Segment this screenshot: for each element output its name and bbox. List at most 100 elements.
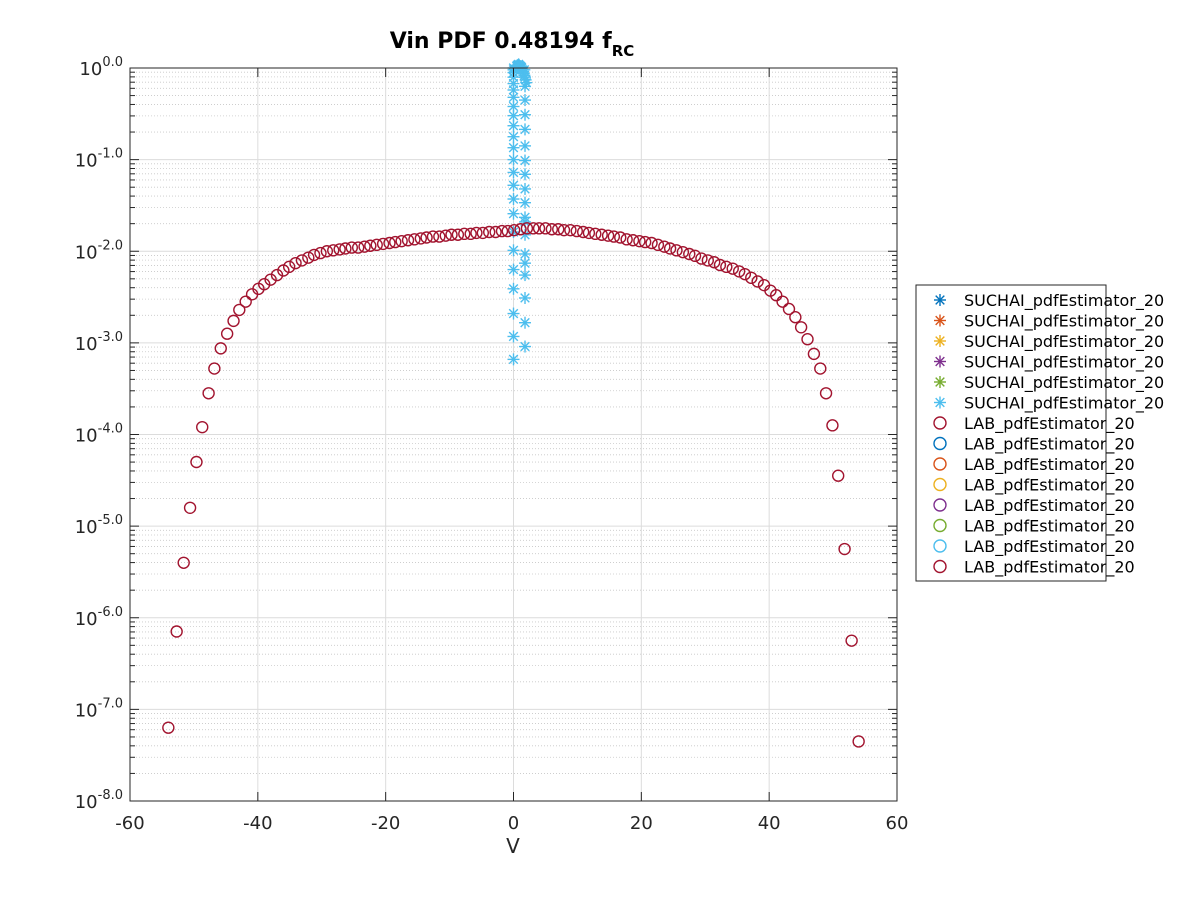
data-point-circle [514, 223, 527, 236]
legend-marker-star [934, 335, 946, 347]
data-point-circle [576, 225, 590, 239]
data-point-star [507, 179, 520, 192]
data-point-circle [177, 556, 190, 569]
data-point-circle [439, 229, 452, 242]
y-tick-base: 10 [75, 426, 98, 447]
x-tick-label: 60 [886, 813, 909, 834]
y-tick-exponent: -6.0 [98, 605, 123, 620]
data-point-circle [239, 295, 252, 308]
data-point-circle [794, 321, 808, 334]
data-point-circle [707, 256, 721, 269]
chart-title-subscript: RC [612, 42, 635, 60]
data-point-circle [589, 227, 602, 241]
legend-label: SUCHAI_pdfEstimator_20 [964, 291, 1164, 311]
data-point-circle [670, 244, 683, 257]
data-point-circle [389, 235, 402, 249]
legend-label: SUCHAI_pdfEstimator_20 [964, 394, 1164, 414]
data-point-star [519, 196, 532, 209]
y-tick-base: 10 [75, 151, 98, 172]
data-point-circle [683, 247, 696, 261]
y-tick-exponent: -4.0 [98, 422, 123, 437]
data-point-circle [663, 242, 677, 255]
data-point-circle [302, 251, 315, 264]
data-point-circle [345, 241, 358, 254]
legend-entry: SUCHAI_pdfEstimator_20 [934, 353, 1164, 373]
data-point-circle [464, 227, 477, 241]
data-point-circle [720, 260, 733, 274]
legend-marker-circle [933, 457, 947, 471]
y-tick-label: 10-2.0 [75, 238, 123, 263]
legend-label: LAB_pdfEstimator_20 [964, 496, 1135, 516]
y-tick-exponent: -7.0 [98, 696, 123, 711]
legend-entry: SUCHAI_pdfEstimator_20 [934, 291, 1164, 311]
data-point-circle [258, 278, 271, 291]
data-point-circle [233, 303, 246, 317]
legend-marker-circle [933, 416, 947, 430]
data-point-circle [282, 260, 296, 274]
data-point-circle [726, 262, 739, 275]
data-point-star [507, 353, 520, 366]
legend-label: SUCHAI_pdfEstimator_20 [964, 312, 1164, 332]
data-point-star [507, 153, 520, 166]
data-point-circle [564, 223, 577, 237]
data-point-circle [570, 224, 583, 238]
data-point-circle [183, 501, 197, 514]
data-point-star [507, 193, 520, 206]
legend-entry: LAB_pdfEstimator_20 [933, 455, 1135, 475]
legend-label: SUCHAI_pdfEstimator_20 [964, 332, 1164, 352]
data-point-circle [626, 234, 640, 247]
legend-entry: LAB_pdfEstimator_20 [933, 435, 1135, 455]
data-point-circle [476, 226, 490, 240]
series-1 [162, 222, 865, 748]
data-point-circle [651, 238, 665, 252]
data-point-circle [582, 226, 596, 240]
legend-entry: SUCHAI_pdfEstimator_20 [934, 373, 1164, 393]
data-point-star [519, 269, 532, 282]
legend-label: LAB_pdfEstimator_20 [964, 558, 1135, 578]
data-point-circle [314, 246, 327, 260]
data-point-circle [607, 230, 621, 243]
data-point-star [519, 168, 532, 181]
data-point-star [519, 228, 532, 241]
y-tick-exponent: -3.0 [98, 330, 123, 345]
data-point-circle [782, 302, 796, 316]
data-point-star [519, 316, 532, 329]
data-point-circle [614, 231, 627, 244]
data-point-circle [264, 273, 277, 286]
y-tick-label: 10-1.0 [75, 147, 123, 172]
data-point-circle [769, 289, 783, 302]
legend-marker-circle [933, 436, 947, 451]
data-point-circle [339, 242, 352, 255]
legend-entry: SUCHAI_pdfEstimator_20 [934, 394, 1164, 414]
x-tick-label: -60 [115, 813, 144, 834]
data-point-circle [426, 230, 440, 243]
data-point-circle [420, 231, 433, 244]
data-point-circle [814, 362, 827, 375]
data-point-star [507, 207, 520, 220]
data-point-circle [489, 225, 502, 239]
data-point-circle [401, 234, 415, 247]
data-point-circle [307, 248, 321, 262]
legend-entry: SUCHAI_pdfEstimator_20 [934, 332, 1164, 352]
data-point-circle [289, 256, 302, 270]
data-point-circle [414, 232, 428, 245]
data-point-circle [408, 233, 421, 246]
data-point-circle [819, 387, 833, 400]
data-point-circle [557, 223, 571, 237]
data-point-star [507, 307, 520, 320]
data-point-circle [751, 275, 764, 288]
data-point-circle [633, 234, 646, 248]
data-point-circle [532, 222, 546, 235]
x-tick-label: -40 [243, 813, 272, 834]
legend-entry: SUCHAI_pdfEstimator_20 [934, 312, 1164, 332]
data-point-circle [351, 241, 365, 254]
legend-marker-star [934, 396, 946, 409]
data-point-circle [295, 254, 309, 267]
data-point-star [518, 63, 531, 76]
x-tick-label: 0 [508, 813, 519, 834]
data-point-circle [470, 226, 483, 240]
data-point-circle [688, 249, 702, 263]
legend-entry: LAB_pdfEstimator_20 [933, 476, 1135, 496]
data-point-circle [658, 240, 671, 253]
data-point-star [519, 340, 532, 353]
